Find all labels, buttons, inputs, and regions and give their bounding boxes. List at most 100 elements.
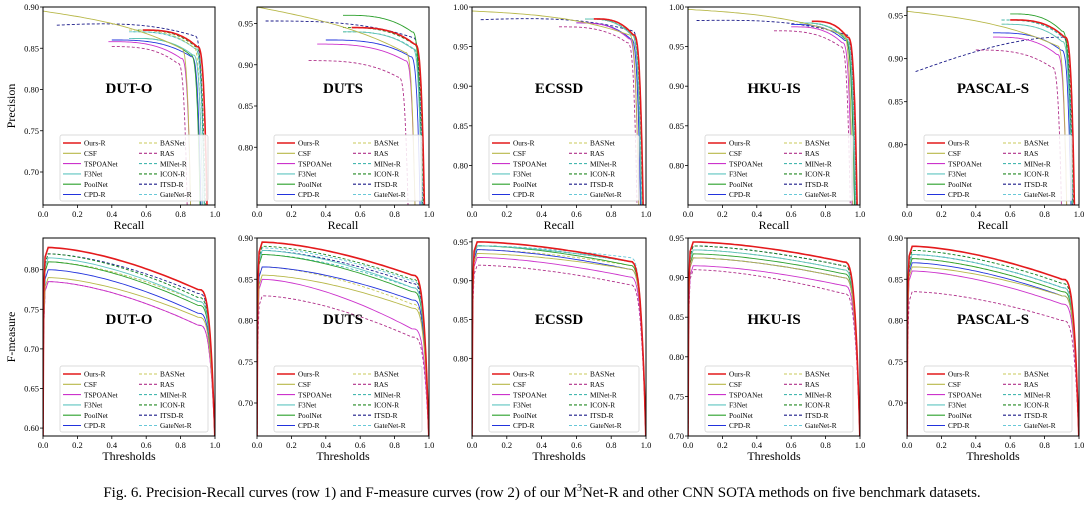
x-tick-label: 0.2 [501,440,512,450]
curve-icon-r [43,253,215,436]
y-tick-label: 0.80 [888,140,903,150]
x-tick-label: 0.6 [141,440,152,450]
curve-ours-r [688,241,860,436]
y-tick-label: 0.90 [669,273,684,283]
curve-csf [43,277,215,436]
legend-label: RAS [590,380,604,389]
legend-label: RAS [1024,380,1038,389]
curve-f3net [43,257,215,436]
curve-ras [559,26,638,205]
x-tick-label: 0.4 [106,440,117,450]
x-tick-label: 0.8 [389,440,400,450]
legend-label: BASNet [805,139,830,148]
legend-box [273,134,423,202]
legend-label: CPD-R [298,421,320,430]
curve-poolnet [257,254,429,436]
curve-gatenet-r [129,31,205,205]
x-tick-label: 0.8 [820,209,831,219]
curve-tspoanet [257,278,429,436]
legend-label: PoolNet [948,411,972,420]
plot-frame [42,6,216,206]
plot-frame [256,237,430,437]
x-tick-label: 0.0 [683,440,694,450]
fm-ecssd-curves [472,241,646,436]
curve-tspoanet [907,270,1079,436]
legend-box [488,365,640,433]
curve-ours-r [43,246,215,436]
y-tick-label: 0.90 [453,276,468,286]
curve-ras [688,269,860,436]
legend-label: CPD-R [84,190,106,199]
x-tick-label: 0.8 [1039,440,1050,450]
legend-label: BASNet [805,370,830,379]
curve-f3net [688,249,860,436]
y-tick-label: 0.70 [888,398,903,408]
x-tick-label: 0.6 [571,440,582,450]
legend-label: CSF [513,380,526,389]
legend-label: F3Net [513,170,531,179]
legend-label: Ours-R [729,139,751,148]
legend-label: GateNet-R [805,421,837,430]
legend-label: ITSD-R [160,180,184,189]
curve-cpd-r [993,32,1072,205]
curve-ours-r [1010,19,1076,205]
x-tick-label: 1.0 [855,440,866,450]
legend-label: CSF [298,380,311,389]
y-tick-label: 0.80 [238,316,253,326]
curve-csf [472,10,640,205]
x-tick-label: 0.4 [536,440,547,450]
legend-label: MINet-R [160,390,187,399]
y-tick-label: 0.80 [238,142,253,152]
curve-cpd-r [43,269,215,436]
x-tick-label: 0.2 [72,209,83,219]
benchmark-figure: 0.0 0.2 0.4 0.6 0.8 1.0 0.70 0.75 0.80 0.85 0.90 DU… [4,2,1084,463]
curve-csf [43,10,192,205]
legend-label: PoolNet [84,180,108,189]
x-tick-label: 0.0 [467,209,478,219]
legend-label: ICON-R [805,401,830,410]
x-tick-label: 0.4 [536,209,547,219]
x-tick-label: 0.4 [320,209,331,219]
y-tick-label: 0.75 [238,357,253,367]
legend-label: CPD-R [948,190,970,199]
curve-ras [975,49,1062,205]
curve-csf [688,257,860,436]
legend-label: F3Net [948,401,966,410]
legend-label: BASNet [590,139,615,148]
curve-tspoanet [43,281,215,436]
fm-pascal-s-curves [907,245,1079,436]
y-tick-label: 0.85 [453,315,468,325]
x-axis-label: Thresholds [102,449,156,463]
y-tick-label: 0.85 [238,274,253,284]
x-tick-label: 0.6 [1005,440,1016,450]
x-tick-label: 0.4 [106,209,117,219]
x-tick-label: 0.0 [683,209,694,219]
legend-label: CSF [729,380,742,389]
x-tick-label: 1.0 [210,209,221,219]
x-tick-label: 0.6 [1005,209,1016,219]
x-tick-label: 0.2 [936,209,947,219]
dataset-title: HKU-IS [747,312,800,328]
dataset-title: ECSSD [535,81,584,97]
legend-label: GateNet-R [805,190,837,199]
curve-ras [907,291,1079,436]
legend-label: MINet-R [160,159,187,168]
curve-f3net [1001,23,1073,205]
y-tick-label: 0.75 [888,357,903,367]
plot-frame [256,6,430,206]
pr-ecssd-panel: 0.0 0.2 0.4 0.6 0.8 1.0 0.80 0.85 0.90 0.95 1.00 EC… [453,2,651,232]
legend-label: RAS [160,149,174,158]
legend-box [59,365,209,433]
legend-label: MINet-R [590,159,617,168]
legend-label: TSPOANet [298,390,332,399]
legend-label: F3Net [948,170,966,179]
curve-poolnet [688,253,860,436]
y-tick-label: 0.85 [238,101,253,111]
pr-pascal-s-panel: 0.0 0.2 0.4 0.6 0.8 1.0 0.80 0.85 0.90 0.95 PASCAL… [888,6,1084,232]
fm-pascal-s-panel: 0.0 0.2 0.4 0.6 0.8 1.0 0.70 0.75 0.80 0.85 0.90 PA… [888,233,1084,463]
x-tick-label: 0.6 [786,209,797,219]
legend-label: F3Net [298,401,316,410]
